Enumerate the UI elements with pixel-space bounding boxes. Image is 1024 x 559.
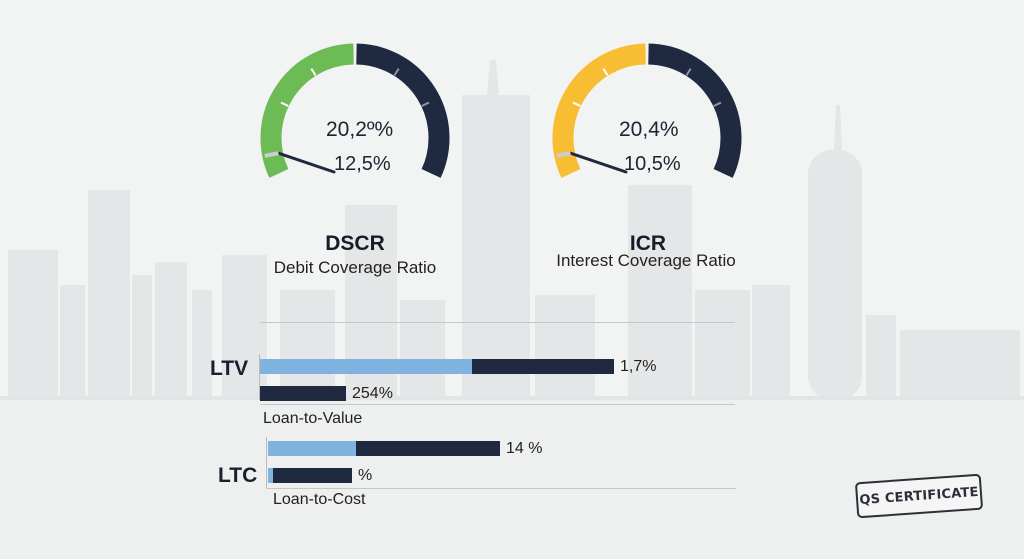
ltv-bar-2 (260, 386, 346, 401)
ltv-bottom-divider (260, 404, 735, 405)
icr-gauge-fill-arc (552, 43, 647, 178)
dscr-secondary-value: 12,5% (334, 153, 391, 175)
icr-gauge-tick (602, 68, 609, 76)
icr-gauge-remaining-arc (647, 43, 742, 178)
ltv-bar-1-value: 1,7% (620, 358, 657, 375)
dscr-subtitle: Debit Coverage Ratio (273, 258, 437, 277)
ltv-bar-1 (260, 359, 614, 374)
icr-title: ICR (629, 232, 667, 255)
dscr-title: DSCR (325, 232, 385, 255)
ltv-row-label: LTV (210, 357, 249, 380)
ltc-bar-1 (268, 441, 500, 456)
dscr-gauge-tick (280, 101, 289, 107)
ltc-bottom-divider (266, 488, 736, 489)
dscr-gauge-tick (393, 68, 400, 76)
icr-secondary-value: 10,5% (624, 153, 681, 175)
dscr-gauge-needle (276, 151, 336, 174)
dscr-main-value: 20,2º% (326, 118, 394, 141)
dscr-gauge-fill-arc (260, 43, 355, 178)
ltc-bar-1-value: 14 % (506, 440, 543, 457)
ltc-axis-line (266, 437, 267, 489)
dscr-gauge-tick (310, 68, 317, 76)
ltc-caption: Loan-to-Cost (273, 491, 366, 508)
ltc-row-label: LTC (218, 464, 258, 487)
ltc-bar-2 (268, 468, 352, 483)
ltv-bar-1-light-segment (260, 359, 472, 374)
icr-subtitle: Interest Coverage Ratio (556, 251, 736, 270)
icr-main-value: 20,4% (619, 118, 679, 141)
ltv-axis-line (259, 354, 260, 400)
ltc-bar-2-dark-segment (273, 468, 352, 483)
icr-gauge-needle (568, 151, 628, 174)
ltv-bar-2-value: 254% (352, 385, 393, 402)
ltv-top-divider (260, 322, 735, 323)
icr-gauge-needle-tail (556, 151, 571, 158)
icr-gauge-tick (572, 101, 581, 107)
ltc-bar-1-dark-segment (356, 441, 500, 456)
ltc-bar-2-light-segment (268, 468, 273, 483)
dscr-gauge-remaining-arc (355, 43, 450, 178)
dscr-gauge-tick (421, 101, 430, 107)
ltv-bar-1-dark-segment (472, 359, 614, 374)
ltc-bar-1-light-segment (268, 441, 356, 456)
ltv-caption: Loan-to-Value (263, 410, 363, 427)
icr-gauge-tick (685, 68, 692, 76)
ltv-bar-2-dark-segment (260, 386, 346, 401)
ltc-bar-2-value: % (358, 467, 373, 484)
dscr-gauge-needle-tail (264, 151, 279, 158)
icr-gauge-tick (713, 101, 722, 107)
